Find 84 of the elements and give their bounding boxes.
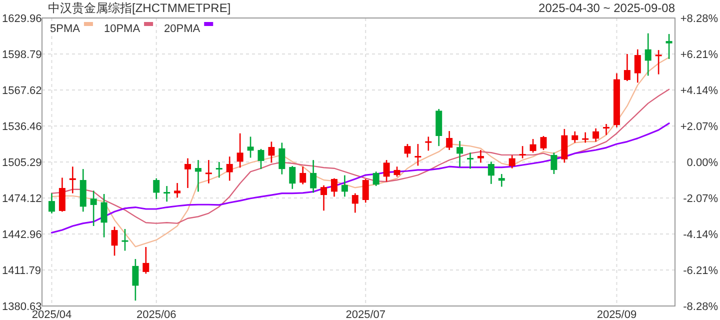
line-series xyxy=(51,88,670,224)
candlestick xyxy=(425,136,432,152)
candlestick xyxy=(205,159,212,184)
y2-tick-label: +2.07% xyxy=(680,121,718,133)
candlestick xyxy=(530,138,536,154)
candlestick xyxy=(508,154,516,169)
candlestick xyxy=(330,178,338,198)
y-tick-label: 1442.96 xyxy=(2,229,42,242)
candlestick xyxy=(132,258,139,302)
candlestick xyxy=(477,149,484,164)
candlestick xyxy=(498,173,505,188)
candlestick xyxy=(655,49,662,75)
candlestick xyxy=(582,132,589,144)
candlestick xyxy=(644,32,652,76)
y2-tick-label: -2.07% xyxy=(683,193,718,205)
y2-tick-label: -6.21% xyxy=(683,265,718,277)
x-tick-label: 2025/06 xyxy=(136,309,176,320)
candlestick xyxy=(352,192,358,214)
chart-subtitle: 2025-04-30 ~ 2025-09-08 xyxy=(538,1,676,15)
y2-tick-label: 0.00% xyxy=(686,157,718,169)
candlestick xyxy=(289,165,296,190)
y-tick-label: 1505.29 xyxy=(2,157,42,170)
candlestick xyxy=(164,185,170,202)
candlestick xyxy=(550,152,558,175)
candlestick xyxy=(456,140,464,168)
candlestick xyxy=(603,123,610,136)
candlestick xyxy=(258,148,264,170)
candlestick xyxy=(634,48,641,84)
candlestick xyxy=(153,178,160,200)
x-tick-label: 2025/09 xyxy=(596,309,637,320)
candlestick xyxy=(404,143,411,158)
candlestick xyxy=(194,159,202,192)
y-tick-label: 1629.96 xyxy=(2,13,42,25)
candlestick xyxy=(236,132,244,168)
candlestick xyxy=(572,130,578,144)
candlestick xyxy=(414,143,422,166)
candlestick xyxy=(592,128,600,142)
candlestick xyxy=(268,141,275,164)
candlestick xyxy=(247,136,254,158)
legend-label: 20PMA xyxy=(164,23,201,35)
line-series xyxy=(50,122,670,234)
y2-tick-label: -8.28% xyxy=(683,301,718,313)
candlestick xyxy=(383,159,390,182)
y-tick-label: 1474.12 xyxy=(2,193,42,206)
candlestick xyxy=(58,177,66,212)
y2-tick-label: +8.28% xyxy=(680,13,718,25)
candlestick xyxy=(90,190,97,227)
y-tick-label: 1598.79 xyxy=(2,49,42,62)
legend-label: 10PMA xyxy=(104,23,141,35)
legend-label: 5PMA xyxy=(50,23,81,35)
y2-tick-label: +4.14% xyxy=(680,85,718,97)
candlestick xyxy=(320,184,328,212)
candlestick xyxy=(394,166,400,178)
candlestick xyxy=(341,174,348,198)
chart-title: 中汉贵金属综指[ZHCTMMETPRE] xyxy=(48,1,231,15)
candlestick xyxy=(372,170,380,187)
y-tick-label: 1567.62 xyxy=(2,85,42,98)
y2-tick-label: -4.14% xyxy=(683,229,718,241)
candlestick xyxy=(226,156,233,182)
line-series xyxy=(51,56,670,248)
y-tick-label: 1536.46 xyxy=(2,121,42,133)
candlestick xyxy=(48,192,55,214)
candlestick xyxy=(122,228,128,252)
candlestick xyxy=(300,166,306,185)
candlestick xyxy=(624,53,630,82)
candlestick xyxy=(111,226,118,256)
candlestick xyxy=(362,178,369,204)
candlestick xyxy=(216,161,222,178)
x-tick-label: 2025/04 xyxy=(32,309,72,320)
candlestick xyxy=(519,145,526,159)
y2-tick-label: +6.21% xyxy=(680,49,718,61)
candlestick xyxy=(310,159,317,194)
y-tick-label: 1411.79 xyxy=(2,265,41,278)
candlestick xyxy=(467,152,474,170)
x-tick-label: 2025/07 xyxy=(346,309,386,320)
candlestick xyxy=(100,193,108,238)
candlestick xyxy=(142,246,150,274)
candlestick xyxy=(278,142,286,176)
candlestick xyxy=(174,182,181,198)
candlestick xyxy=(488,161,494,185)
candlestick xyxy=(184,158,191,189)
candlestick xyxy=(540,135,547,151)
candlestick xyxy=(446,130,453,151)
candlestick xyxy=(666,33,672,60)
